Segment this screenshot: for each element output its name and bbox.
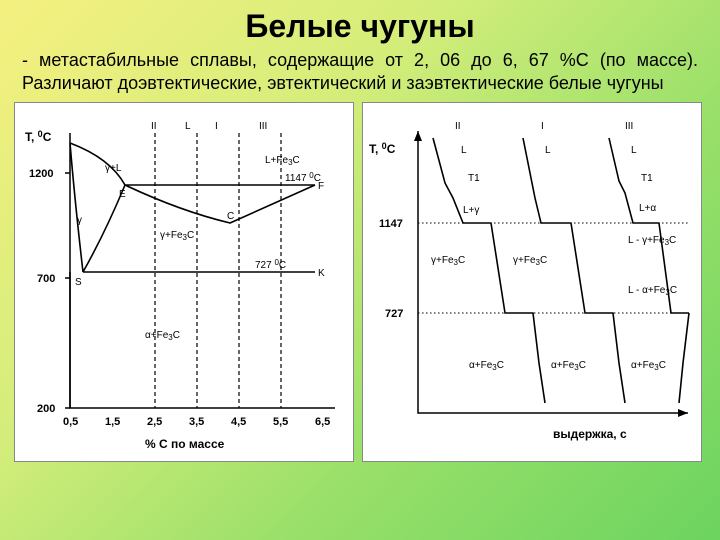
pt-E: E bbox=[119, 189, 126, 200]
gamma-solvus-left bbox=[70, 143, 83, 272]
liquidus-valley bbox=[125, 185, 315, 223]
ytick-1147: 1147 bbox=[379, 218, 403, 230]
rg-gFe3C: γ+Fe3C bbox=[160, 230, 194, 242]
cIII-T1: T1 bbox=[641, 173, 653, 184]
svg-text:0,5: 0,5 bbox=[63, 416, 78, 428]
y-axis-label-r: T, 0C bbox=[369, 141, 396, 156]
svg-text:1,5: 1,5 bbox=[105, 416, 120, 428]
ytick-200: 200 bbox=[37, 403, 55, 415]
x-axis-label-r: выдержка, с bbox=[553, 427, 627, 441]
roman-I: I bbox=[215, 121, 218, 132]
cII-T1: T1 bbox=[468, 173, 480, 184]
pt-K: K bbox=[318, 268, 325, 279]
roman-II: II bbox=[151, 121, 157, 132]
rg-aFe3C: α+Fe3C bbox=[145, 330, 180, 342]
cII-L: L bbox=[461, 145, 467, 156]
cII-aFe: α+Fe3C bbox=[469, 360, 504, 372]
ytick-700: 700 bbox=[37, 273, 55, 285]
cooling-curves-svg: T, 0C выдержка, с 1147 727 II I III L T1… bbox=[363, 103, 703, 463]
rg-LFe3C: L+Fe3C bbox=[265, 155, 300, 167]
cIII-L: L bbox=[631, 145, 637, 156]
curve-III-lower bbox=[679, 313, 689, 403]
description-text: - метастабильные сплавы, содержащие от 2… bbox=[0, 49, 720, 102]
svg-text:2,5: 2,5 bbox=[147, 416, 162, 428]
cII-gFe: γ+Fe3C bbox=[431, 255, 465, 267]
rg-gL: γ+L bbox=[105, 163, 122, 174]
svg-text:3,5: 3,5 bbox=[189, 416, 204, 428]
svg-text:5,5: 5,5 bbox=[273, 416, 288, 428]
iso-727-label: 727 0C bbox=[255, 258, 286, 271]
pt-C: C bbox=[227, 211, 234, 222]
rII: II bbox=[455, 121, 461, 132]
L-top: L bbox=[185, 121, 191, 132]
phase-diagram-panel: 200 700 1200 T, 0C 0,5 1,5 2,5 3,5 4,5 5… bbox=[14, 102, 354, 462]
x-ticks: 0,5 1,5 2,5 3,5 4,5 5,5 6,5 bbox=[63, 416, 330, 428]
ytick-727: 727 bbox=[385, 308, 403, 320]
roman-III: III bbox=[259, 121, 267, 132]
charts-row: 200 700 1200 T, 0C 0,5 1,5 2,5 3,5 4,5 5… bbox=[0, 102, 720, 462]
pt-F: F bbox=[318, 181, 324, 192]
cIII-LgFe: L - γ+Fe3C bbox=[628, 235, 676, 247]
cIII-LaFe: L - α+Fe3C bbox=[628, 285, 677, 297]
cI-aFe: α+Fe3C bbox=[551, 360, 586, 372]
x-axis-label: % С по массе bbox=[145, 437, 225, 451]
page-title: Белые чугуны bbox=[0, 0, 720, 49]
rI: I bbox=[541, 121, 544, 132]
y-axis-label: T, 0C bbox=[25, 129, 52, 144]
svg-text:6,5: 6,5 bbox=[315, 416, 330, 428]
phase-diagram-svg: 200 700 1200 T, 0C 0,5 1,5 2,5 3,5 4,5 5… bbox=[15, 103, 355, 463]
svg-text:4,5: 4,5 bbox=[231, 416, 246, 428]
iso-1147-label: 1147 0C bbox=[285, 171, 321, 184]
rg-g: γ bbox=[77, 215, 82, 226]
cIII-La: L+α bbox=[639, 203, 656, 214]
rIII: III bbox=[625, 121, 633, 132]
cIII-aFe: α+Fe3C bbox=[631, 360, 666, 372]
cI-L: L bbox=[545, 145, 551, 156]
pt-S: S bbox=[75, 277, 82, 288]
cII-Lg: L+γ bbox=[463, 205, 479, 216]
cooling-curves-panel: T, 0C выдержка, с 1147 727 II I III L T1… bbox=[362, 102, 702, 462]
ytick-1200: 1200 bbox=[29, 168, 53, 180]
cI-gFe: γ+Fe3C bbox=[513, 255, 547, 267]
